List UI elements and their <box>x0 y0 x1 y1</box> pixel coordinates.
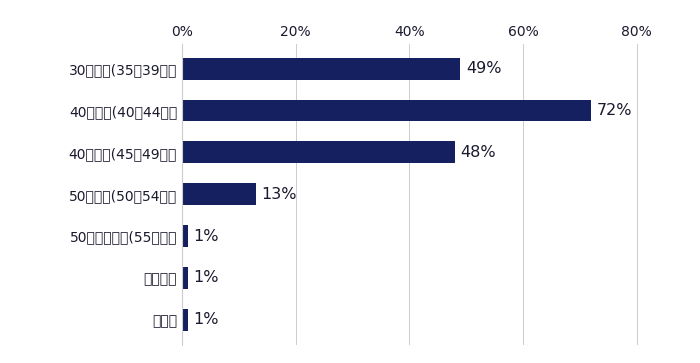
Bar <box>182 267 188 289</box>
Bar <box>182 225 188 247</box>
Bar <box>182 142 455 163</box>
Text: 1%: 1% <box>193 312 219 327</box>
Text: 1%: 1% <box>193 229 219 244</box>
Bar <box>182 183 256 205</box>
Bar <box>182 99 591 121</box>
Text: 48%: 48% <box>461 145 496 160</box>
Text: 1%: 1% <box>193 270 219 285</box>
Bar <box>182 309 188 331</box>
Text: 72%: 72% <box>597 103 632 118</box>
Bar <box>182 58 461 79</box>
Text: 13%: 13% <box>262 187 297 202</box>
Text: 49%: 49% <box>466 61 502 76</box>
